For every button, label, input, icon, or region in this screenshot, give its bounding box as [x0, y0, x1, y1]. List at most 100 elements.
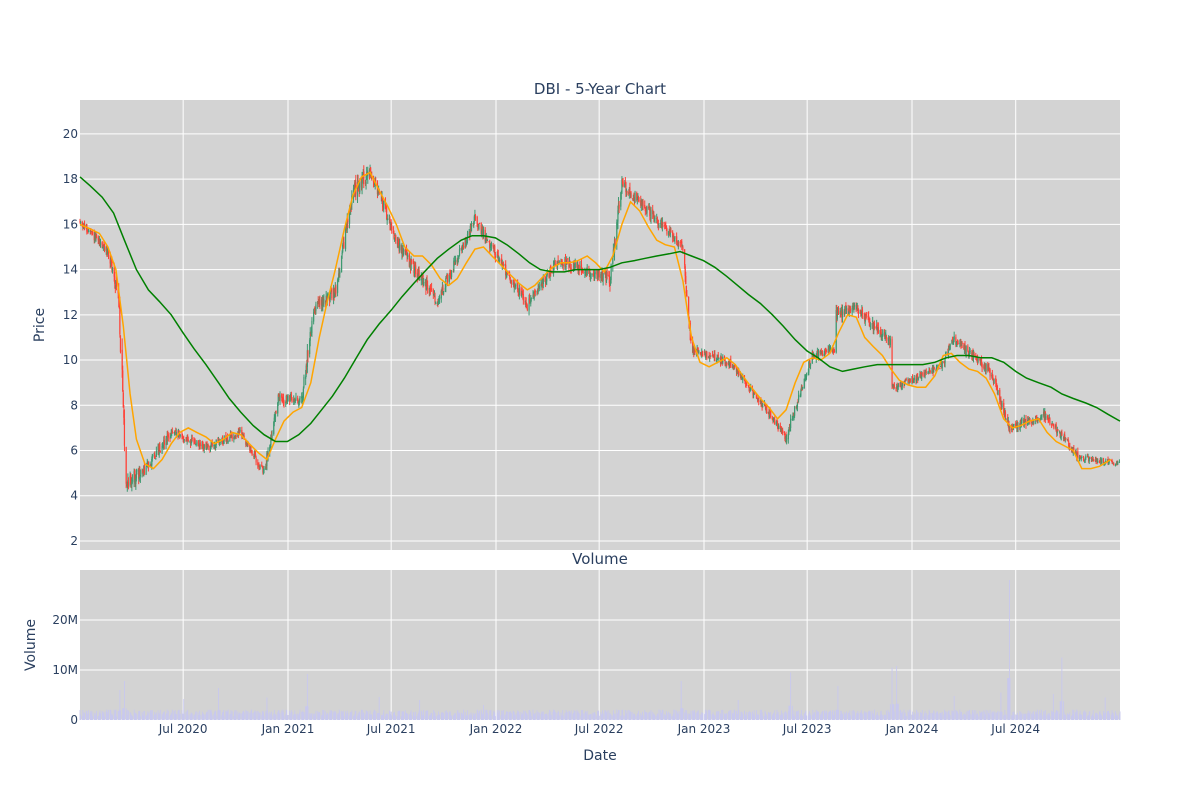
volume-bar [398, 710, 400, 720]
volume-bar [81, 715, 83, 720]
volume-bar [540, 713, 542, 720]
volume-bar [745, 715, 747, 720]
volume-bar [445, 710, 447, 720]
volume-bar [159, 712, 161, 720]
volume-bar [480, 709, 482, 720]
volume-bar [506, 712, 508, 720]
volume-bar [713, 715, 715, 720]
candle-body [317, 301, 319, 303]
candle-body [277, 402, 279, 414]
volume-bar [813, 714, 815, 720]
candle-body [457, 258, 459, 261]
volume-bar [971, 714, 973, 720]
candle-body [289, 396, 291, 401]
candle-body [931, 370, 933, 374]
volume-bar [704, 714, 706, 720]
volume-bar [582, 710, 584, 720]
volume-bar [123, 681, 125, 720]
volume-bar [339, 711, 341, 720]
candle-body [820, 351, 822, 354]
candle-body [282, 397, 285, 402]
x-tick-label: Jan 2024 [885, 722, 939, 736]
volume-bar [877, 715, 879, 720]
volume-bar [1073, 710, 1075, 720]
candle-body [377, 190, 379, 195]
volume-bar [646, 712, 648, 720]
volume-bar [969, 713, 971, 720]
candle-body [283, 401, 285, 404]
candle-body [848, 311, 850, 314]
volume-bar [900, 709, 902, 720]
volume-bar [957, 713, 959, 720]
candle-body [790, 418, 792, 428]
volume-bar [461, 713, 463, 720]
volume-bar [856, 712, 858, 720]
volume-bar [105, 711, 107, 720]
volume-bar [162, 712, 164, 720]
volume-bar [686, 713, 688, 720]
candle-body [857, 308, 860, 314]
candle-body [1058, 431, 1061, 433]
volume-bar [341, 713, 343, 720]
volume-bar [155, 712, 157, 720]
volume-bar [553, 711, 555, 720]
volume-bar [110, 710, 112, 720]
candle-body [848, 309, 850, 312]
volume-bar [122, 708, 124, 720]
volume-bar [399, 710, 401, 720]
volume-bar [309, 716, 311, 720]
candle-body [1032, 419, 1034, 423]
candle-body [245, 440, 247, 445]
volume-bar [1116, 715, 1118, 720]
volume-bar [485, 716, 487, 720]
volume-bar [624, 716, 626, 720]
volume-bar [788, 705, 790, 720]
volume-bar [205, 714, 207, 720]
volume-bar [1093, 716, 1095, 720]
volume-bar [391, 715, 393, 720]
candle-body [79, 221, 81, 223]
volume-bar [533, 713, 535, 720]
volume-bar [489, 710, 491, 720]
volume-bar [291, 712, 293, 720]
volume-bar [1107, 711, 1109, 720]
candle-body [949, 349, 951, 351]
candle-body [82, 228, 85, 229]
candle-body [1117, 462, 1119, 465]
candle-body [315, 304, 317, 311]
volume-bar [605, 711, 607, 720]
candle-body [1084, 460, 1086, 462]
candle-body [1060, 436, 1062, 438]
volume-bar [883, 715, 885, 720]
volume-bar [864, 711, 866, 720]
candle-body [362, 178, 364, 179]
volume-bar [1021, 713, 1023, 720]
volume-bar [814, 711, 816, 720]
volume-bar [972, 712, 974, 720]
candle-body [977, 357, 979, 362]
candle-body [999, 389, 1001, 400]
volume-bar [980, 713, 982, 720]
volume-bar [402, 711, 403, 720]
candle-body [419, 279, 421, 281]
volume-bar [1101, 715, 1103, 720]
candle-body [359, 179, 361, 193]
volume-bar [537, 714, 539, 720]
candle-body [102, 245, 104, 248]
volume-bar [825, 712, 827, 720]
volume-bar [177, 710, 179, 720]
volume-bar [893, 711, 895, 720]
volume-bar [593, 712, 595, 720]
candle-body [668, 231, 670, 236]
candle-body [681, 241, 683, 247]
volume-bar [562, 710, 564, 720]
volume-bar [142, 716, 144, 720]
candle-body [454, 260, 457, 264]
candle-body [948, 347, 950, 351]
volume-bar [166, 713, 168, 720]
candle-body [125, 446, 127, 484]
volume-bar [525, 711, 527, 720]
candle-body [1025, 418, 1027, 425]
candle-body [889, 338, 891, 345]
volume-bar [709, 710, 711, 720]
